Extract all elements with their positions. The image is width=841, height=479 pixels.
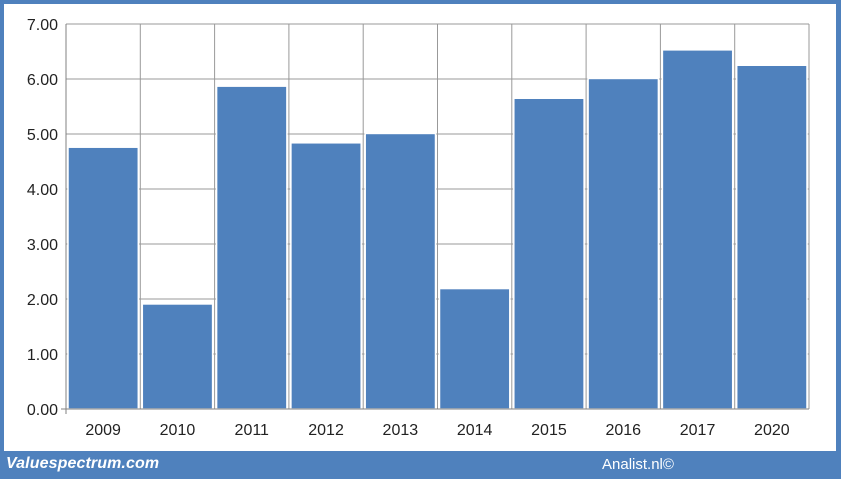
y-tick-label: 2.00	[27, 292, 58, 309]
bar-2017	[661, 49, 734, 410]
y-tick-label: 5.00	[27, 127, 58, 144]
chart-panel: 0.00 1.00 2.00 3.00 4.00 5.00 6.00 7.00 2009 2010…	[4, 4, 836, 451]
bar-2009	[67, 146, 140, 410]
x-tick-label: 2013	[383, 422, 419, 439]
x-tick-label: 2009	[85, 422, 121, 439]
x-tick-label: 2020	[754, 422, 790, 439]
y-tick-label: 0.00	[27, 402, 58, 419]
bar-2011	[215, 85, 288, 410]
bar-2020	[735, 64, 808, 410]
x-tick-label: 2016	[605, 422, 641, 439]
bar-2012	[290, 142, 362, 410]
x-tick-label: 2015	[531, 422, 567, 439]
bar-2015	[513, 97, 585, 410]
x-tick-label: 2010	[160, 422, 196, 439]
bar-2014	[438, 287, 511, 410]
site-watermark: Valuespectrum.com	[6, 455, 160, 472]
x-tick-label: 2012	[308, 422, 344, 439]
bar-chart: 0.00 1.00 2.00 3.00 4.00 5.00 6.00 7.00 2009 2010…	[27, 17, 810, 439]
x-tick-label: 2017	[680, 422, 716, 439]
y-tick-label: 3.00	[27, 237, 58, 254]
x-tick-label: 2011	[235, 422, 270, 439]
bar-2016	[587, 77, 660, 410]
y-tick-label: 1.00	[27, 347, 58, 364]
bar-2010	[141, 303, 214, 410]
credit-text: Analist.nl©	[602, 456, 674, 473]
y-tick-label: 4.00	[27, 182, 58, 199]
y-tick-label: 7.00	[27, 17, 58, 34]
bar-2013	[364, 132, 437, 410]
x-tick-label: 2014	[457, 422, 493, 439]
y-tick-label: 6.00	[27, 72, 58, 89]
